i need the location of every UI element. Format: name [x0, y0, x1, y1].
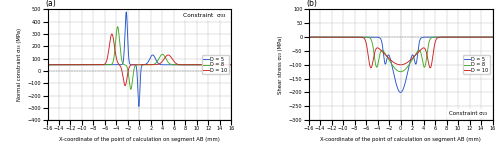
D = 10	[306, 36, 312, 38]
D = 10	[76, 64, 82, 66]
Line: D = 8: D = 8	[308, 37, 492, 72]
D = 5	[115, 64, 121, 66]
D = 10	[225, 64, 231, 66]
D = 10	[205, 64, 211, 66]
D = 8	[338, 36, 344, 38]
D = 5	[123, 11, 129, 13]
Text: Constraint  σ₃₃: Constraint σ₃₃	[184, 13, 226, 18]
D = 5	[306, 36, 312, 38]
D = 8	[76, 64, 82, 66]
D = 5	[225, 64, 231, 66]
D = 8	[44, 64, 51, 66]
D = 10	[376, 48, 382, 50]
D = 8	[123, 64, 129, 66]
D = 8	[128, 88, 134, 90]
D = 5	[123, 12, 129, 14]
Line: D = 10: D = 10	[308, 37, 492, 68]
D = 5	[376, 37, 382, 39]
D = 5	[490, 36, 496, 38]
D = 8	[228, 64, 234, 66]
D = 5	[398, 91, 404, 93]
D = 10	[228, 64, 234, 66]
D = 8	[114, 26, 120, 28]
D = 5	[486, 36, 492, 38]
D = 5	[384, 57, 390, 59]
D = 8	[205, 64, 211, 66]
D = 10	[123, 82, 129, 84]
D = 10	[115, 62, 121, 64]
D = 8	[306, 36, 312, 38]
D = 10	[326, 36, 332, 38]
D = 8	[115, 27, 121, 29]
X-axis label: X-coordinate of the point of calculation on segment AB (mm): X-coordinate of the point of calculation…	[59, 137, 220, 142]
D = 5	[66, 64, 71, 66]
D = 10	[66, 64, 71, 66]
Text: (b): (b)	[307, 0, 318, 8]
X-axis label: X-coordinate of the point of calculation on segment AB (mm): X-coordinate of the point of calculation…	[320, 137, 481, 142]
D = 8	[486, 36, 492, 38]
Line: D = 10: D = 10	[48, 34, 232, 86]
D = 8	[376, 57, 382, 59]
D = 8	[66, 64, 71, 66]
D = 8	[490, 36, 496, 38]
D = 8	[466, 36, 472, 38]
D = 5	[338, 36, 344, 38]
Y-axis label: Shear stress σ₂₃ (MPa): Shear stress σ₂₃ (MPa)	[278, 36, 283, 94]
Legend: D = 5, D = 8, D = 10: D = 5, D = 8, D = 10	[202, 55, 229, 74]
D = 8	[326, 36, 332, 38]
D = 5	[205, 64, 211, 66]
Line: D = 5: D = 5	[308, 37, 492, 92]
D = 10	[384, 56, 390, 58]
D = 5	[228, 64, 234, 66]
Line: D = 8: D = 8	[48, 27, 232, 89]
Text: (a): (a)	[46, 0, 56, 8]
Text: Constraint σ₂₃: Constraint σ₂₃	[449, 111, 487, 116]
D = 5	[136, 106, 142, 107]
D = 10	[466, 36, 472, 38]
D = 10	[109, 33, 115, 35]
D = 5	[44, 64, 51, 66]
D = 10	[44, 64, 51, 66]
D = 10	[122, 85, 128, 87]
D = 10	[427, 67, 433, 69]
Line: D = 5: D = 5	[48, 12, 232, 106]
D = 10	[338, 36, 344, 38]
D = 10	[486, 36, 492, 38]
D = 8	[398, 71, 404, 73]
D = 8	[384, 56, 390, 58]
Legend: D = 5, D = 8, D = 10: D = 5, D = 8, D = 10	[462, 55, 490, 74]
D = 10	[490, 36, 496, 38]
Y-axis label: Normal constraint σ₃₃ (MPa): Normal constraint σ₃₃ (MPa)	[17, 28, 22, 101]
D = 5	[466, 36, 472, 38]
D = 5	[326, 36, 332, 38]
D = 8	[225, 64, 231, 66]
D = 5	[76, 64, 82, 66]
